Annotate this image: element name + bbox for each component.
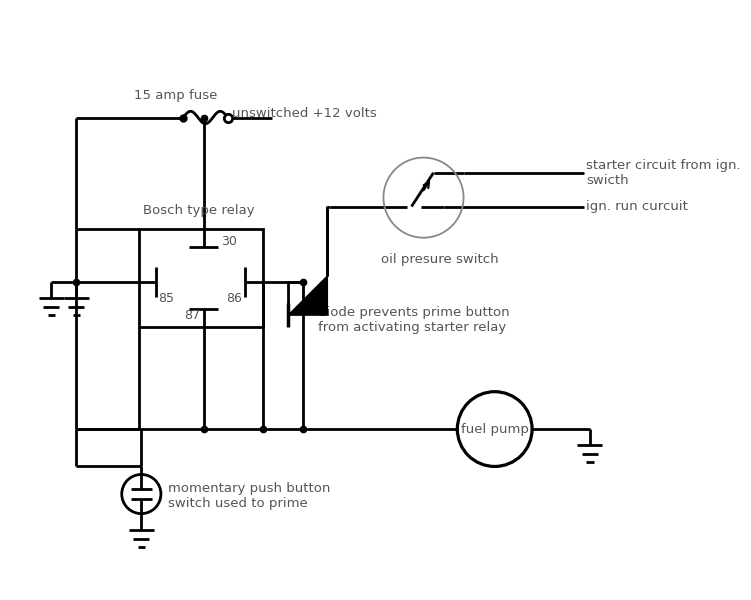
Text: momentary push button
switch used to prime: momentary push button switch used to pri… xyxy=(168,482,330,510)
Text: Bosch type relay: Bosch type relay xyxy=(143,205,255,217)
Text: 87: 87 xyxy=(184,308,200,322)
Text: fuel pump: fuel pump xyxy=(461,422,529,436)
Text: 86: 86 xyxy=(226,292,242,305)
Text: 30: 30 xyxy=(222,235,237,248)
Text: 15 amp fuse: 15 amp fuse xyxy=(134,89,218,102)
Text: ign. run curcuit: ign. run curcuit xyxy=(587,200,688,213)
Text: starter circuit from ign.
swicth: starter circuit from ign. swicth xyxy=(587,159,741,187)
Text: oil presure switch: oil presure switch xyxy=(381,253,499,266)
Text: unswitched +12 volts: unswitched +12 volts xyxy=(232,107,377,119)
Polygon shape xyxy=(288,276,327,315)
Bar xyxy=(139,229,264,327)
Text: diode prevents prime button
from activating starter relay: diode prevents prime button from activat… xyxy=(318,307,510,334)
Text: 85: 85 xyxy=(158,292,174,305)
